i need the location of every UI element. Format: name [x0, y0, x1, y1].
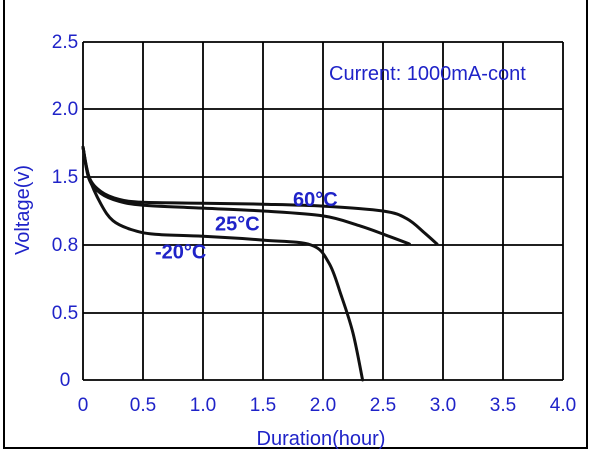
series-line-0: [81, 145, 439, 246]
x-axis-title: Duration(hour): [257, 428, 386, 450]
x-tick-labels: 0 0.5 1.0 1.5 2.0 2.5 3.0 3.5 4.0: [78, 395, 577, 416]
y-tick-label: 0.8: [52, 235, 78, 256]
y-tick-label: 0: [60, 370, 71, 391]
y-tick-labels: 0 0.5 0.8 1.5 2.0 2.5: [52, 32, 78, 391]
y-tick-label: 1.5: [52, 167, 78, 188]
current-annotation: Current: 1000mA-cont: [329, 63, 526, 85]
x-tick-label: 3.0: [430, 395, 456, 416]
x-tick-label: 1.0: [190, 395, 216, 416]
x-tick-label: 0: [78, 395, 89, 416]
series-label-0: 60°C: [293, 189, 338, 211]
series-line-2: [81, 145, 365, 382]
series-label-2: -20°C: [155, 242, 206, 264]
series-line-1: [81, 145, 411, 246]
x-tick-label: 2.0: [310, 395, 336, 416]
y-axis-title: Voltage(v): [12, 165, 34, 255]
y-tick-label: 2.0: [52, 99, 78, 120]
series-lines: [81, 145, 439, 382]
x-tick-label: 4.0: [550, 395, 576, 416]
series-label-1: 25°C: [215, 213, 260, 235]
y-tick-label: 0.5: [52, 303, 78, 324]
x-tick-label: 2.5: [370, 395, 396, 416]
y-tick-label: 2.5: [52, 32, 78, 53]
x-tick-label: 1.5: [250, 395, 276, 416]
x-tick-label: 3.5: [490, 395, 516, 416]
discharge-chart: 0 0.5 1.0 1.5 2.0 2.5 3.0 3.5 4.0 0 0.5 0.8 1.5 2.0 2…: [12, 32, 577, 450]
series-labels: 60°C 25°C -20°C: [155, 189, 338, 263]
chart-frame: 0 0.5 1.0 1.5 2.0 2.5 3.0 3.5 4.0 0 0.5 0.8 1.5 2.0 2…: [3, 0, 588, 450]
x-tick-label: 0.5: [130, 395, 156, 416]
